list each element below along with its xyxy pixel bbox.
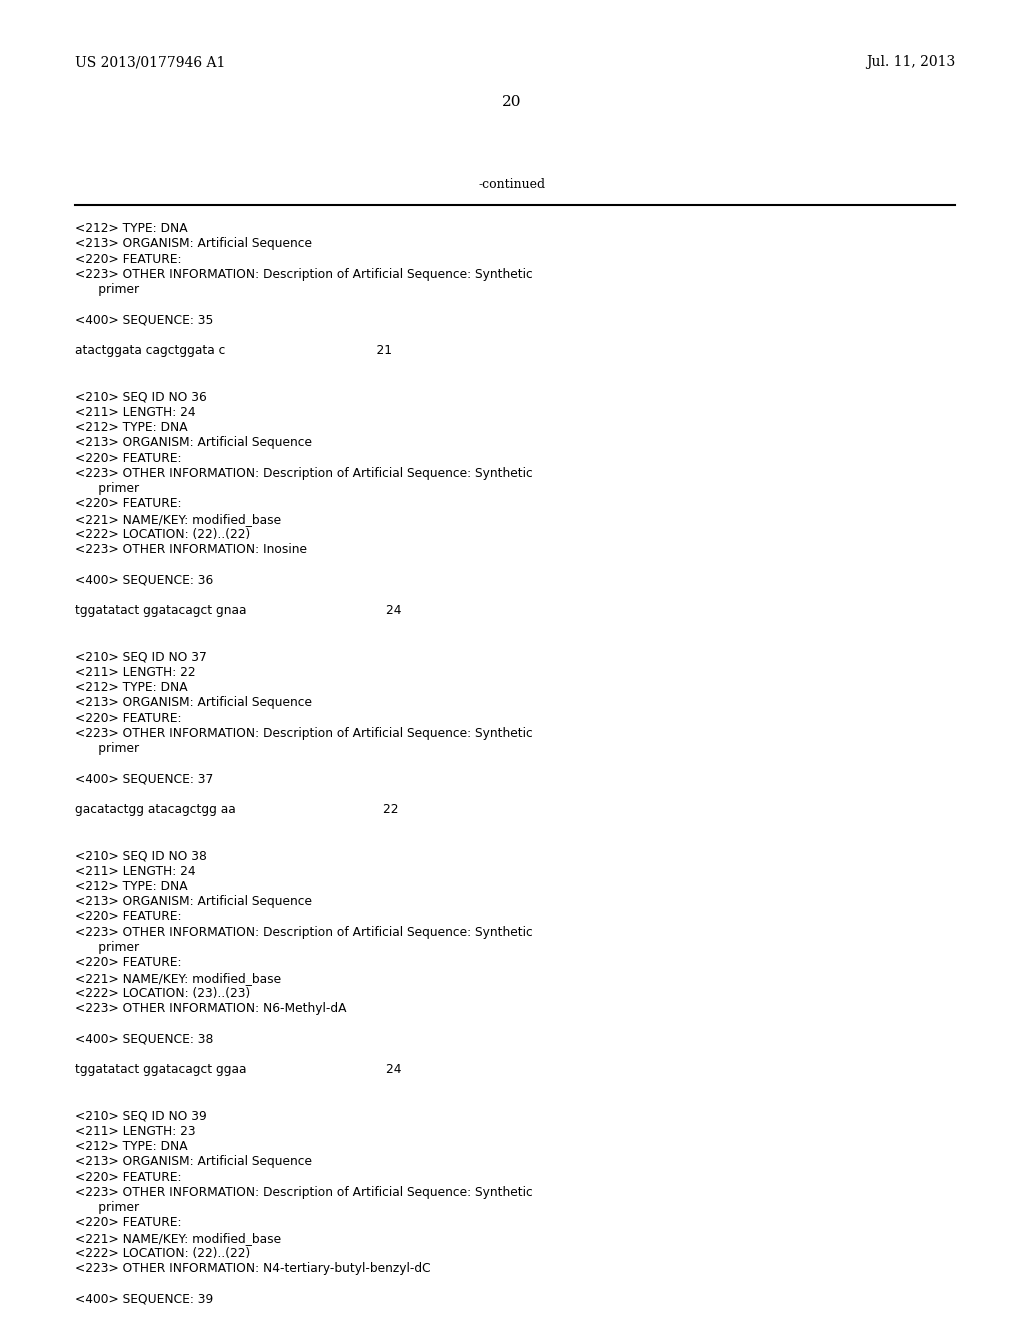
Text: primer: primer [75,742,139,755]
Text: <211> LENGTH: 24: <211> LENGTH: 24 [75,405,196,418]
Text: <220> FEATURE:: <220> FEATURE: [75,498,181,511]
Text: <223> OTHER INFORMATION: Description of Artificial Sequence: Synthetic: <223> OTHER INFORMATION: Description of … [75,727,532,741]
Text: <211> LENGTH: 22: <211> LENGTH: 22 [75,665,196,678]
Text: <220> FEATURE:: <220> FEATURE: [75,711,181,725]
Text: <220> FEATURE:: <220> FEATURE: [75,1217,181,1229]
Text: <222> LOCATION: (23)..(23): <222> LOCATION: (23)..(23) [75,987,250,1001]
Text: primer: primer [75,1201,139,1214]
Text: <210> SEQ ID NO 39: <210> SEQ ID NO 39 [75,1109,207,1122]
Text: primer: primer [75,941,139,954]
Text: <221> NAME/KEY: modified_base: <221> NAME/KEY: modified_base [75,512,282,525]
Text: <213> ORGANISM: Artificial Sequence: <213> ORGANISM: Artificial Sequence [75,696,312,709]
Text: <400> SEQUENCE: 38: <400> SEQUENCE: 38 [75,1032,213,1045]
Text: -continued: -continued [478,178,546,191]
Text: <223> OTHER INFORMATION: N6-Methyl-dA: <223> OTHER INFORMATION: N6-Methyl-dA [75,1002,346,1015]
Text: <212> TYPE: DNA: <212> TYPE: DNA [75,1140,187,1152]
Text: <211> LENGTH: 23: <211> LENGTH: 23 [75,1125,196,1138]
Text: <223> OTHER INFORMATION: Description of Artificial Sequence: Synthetic: <223> OTHER INFORMATION: Description of … [75,925,532,939]
Text: <221> NAME/KEY: modified_base: <221> NAME/KEY: modified_base [75,1232,282,1245]
Text: primer: primer [75,284,139,296]
Text: Jul. 11, 2013: Jul. 11, 2013 [865,55,955,69]
Text: <213> ORGANISM: Artificial Sequence: <213> ORGANISM: Artificial Sequence [75,238,312,251]
Text: US 2013/0177946 A1: US 2013/0177946 A1 [75,55,225,69]
Text: <212> TYPE: DNA: <212> TYPE: DNA [75,222,187,235]
Text: <223> OTHER INFORMATION: Description of Artificial Sequence: Synthetic: <223> OTHER INFORMATION: Description of … [75,467,532,479]
Text: primer: primer [75,482,139,495]
Text: <223> OTHER INFORMATION: Description of Artificial Sequence: Synthetic: <223> OTHER INFORMATION: Description of … [75,1185,532,1199]
Text: <210> SEQ ID NO 37: <210> SEQ ID NO 37 [75,651,207,664]
Text: 20: 20 [502,95,522,110]
Text: <212> TYPE: DNA: <212> TYPE: DNA [75,681,187,694]
Text: <400> SEQUENCE: 35: <400> SEQUENCE: 35 [75,314,213,327]
Text: <220> FEATURE:: <220> FEATURE: [75,451,181,465]
Text: <212> TYPE: DNA: <212> TYPE: DNA [75,421,187,434]
Text: tggatatact ggatacagct gnaa                                    24: tggatatact ggatacagct gnaa 24 [75,605,401,618]
Text: <212> TYPE: DNA: <212> TYPE: DNA [75,880,187,892]
Text: <400> SEQUENCE: 39: <400> SEQUENCE: 39 [75,1294,213,1305]
Text: atactggata cagctggata c                                       21: atactggata cagctggata c 21 [75,345,392,358]
Text: <213> ORGANISM: Artificial Sequence: <213> ORGANISM: Artificial Sequence [75,1155,312,1168]
Text: <210> SEQ ID NO 36: <210> SEQ ID NO 36 [75,391,207,404]
Text: <400> SEQUENCE: 36: <400> SEQUENCE: 36 [75,574,213,587]
Text: <213> ORGANISM: Artificial Sequence: <213> ORGANISM: Artificial Sequence [75,895,312,908]
Text: <223> OTHER INFORMATION: N4-tertiary-butyl-benzyl-dC: <223> OTHER INFORMATION: N4-tertiary-but… [75,1262,431,1275]
Text: <213> ORGANISM: Artificial Sequence: <213> ORGANISM: Artificial Sequence [75,436,312,449]
Text: <211> LENGTH: 24: <211> LENGTH: 24 [75,865,196,878]
Text: <210> SEQ ID NO 38: <210> SEQ ID NO 38 [75,849,207,862]
Text: <222> LOCATION: (22)..(22): <222> LOCATION: (22)..(22) [75,528,250,541]
Text: <222> LOCATION: (22)..(22): <222> LOCATION: (22)..(22) [75,1247,250,1261]
Text: <223> OTHER INFORMATION: Inosine: <223> OTHER INFORMATION: Inosine [75,544,307,556]
Text: <220> FEATURE:: <220> FEATURE: [75,1171,181,1184]
Text: gacatactgg atacagctgg aa                                      22: gacatactgg atacagctgg aa 22 [75,804,398,816]
Text: <220> FEATURE:: <220> FEATURE: [75,911,181,924]
Text: <220> FEATURE:: <220> FEATURE: [75,957,181,969]
Text: <221> NAME/KEY: modified_base: <221> NAME/KEY: modified_base [75,972,282,985]
Text: tggatatact ggatacagct ggaa                                    24: tggatatact ggatacagct ggaa 24 [75,1064,401,1077]
Text: <223> OTHER INFORMATION: Description of Artificial Sequence: Synthetic: <223> OTHER INFORMATION: Description of … [75,268,532,281]
Text: <220> FEATURE:: <220> FEATURE: [75,252,181,265]
Text: <400> SEQUENCE: 37: <400> SEQUENCE: 37 [75,772,213,785]
